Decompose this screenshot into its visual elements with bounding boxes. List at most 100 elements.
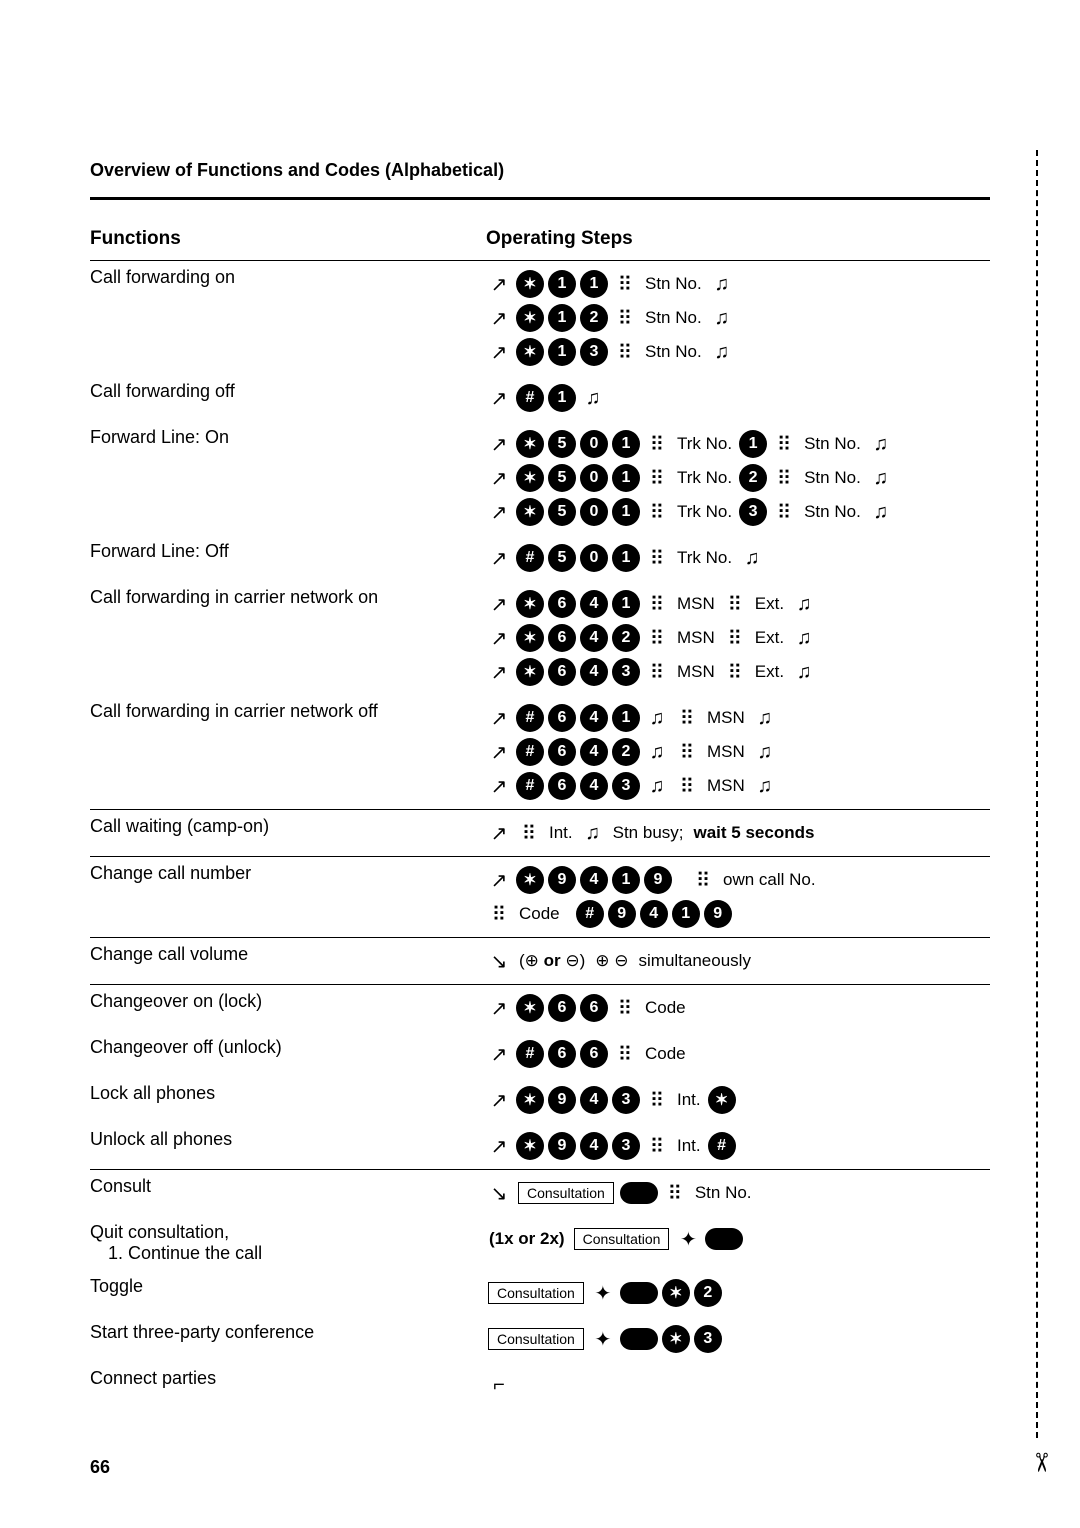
keypad-icon: ⠿ [644, 659, 670, 685]
lbl-stn-no: Stn No. [804, 502, 861, 522]
key-6: 6 [548, 590, 576, 618]
lbl-ext: Ext. [755, 628, 784, 648]
functions-table: Functions Operating Steps Call forwardin… [90, 218, 990, 1408]
keypad-icon: ⠿ [644, 1087, 670, 1113]
key-3: 3 [612, 772, 640, 800]
lbl-one-or-two: (1x or 2x) [489, 1229, 565, 1249]
keypad-icon: ⠿ [612, 271, 638, 297]
keypad-icon: ⠿ [674, 773, 700, 799]
keypad-icon: ⠿ [612, 339, 638, 365]
key-4: 4 [580, 866, 608, 894]
key-1: 1 [739, 430, 767, 458]
keypad-icon: ⠿ [612, 1041, 638, 1067]
tone-icon: ♫ [739, 545, 765, 571]
key-hash: # [516, 384, 544, 412]
key-6: 6 [580, 994, 608, 1022]
page-number: 66 [90, 1457, 110, 1478]
key-5: 5 [548, 544, 576, 572]
ops-cfw-carrier-on-3: ↗ ✶ 6 4 3 ⠿ MSN ⠿ Ext. ♫ [486, 655, 990, 689]
key-1: 1 [612, 866, 640, 894]
keypad-icon: ⠿ [644, 499, 670, 525]
key-9: 9 [608, 900, 636, 928]
key-3: 3 [580, 338, 608, 366]
tone-icon: ♫ [644, 705, 670, 731]
row-unlock-all: Unlock all phones [90, 1123, 486, 1170]
keypad-icon: ⠿ [486, 901, 512, 927]
key-9: 9 [548, 866, 576, 894]
oval-key-icon [705, 1228, 743, 1250]
key-star: ✶ [516, 1086, 544, 1114]
row-cfw-carrier-on: Call forwarding in carrier network on [90, 581, 486, 695]
tone-icon: ♫ [791, 659, 817, 685]
keypad-icon: ⠿ [722, 591, 748, 617]
oval-key-icon [620, 1328, 658, 1350]
tone-icon: ♫ [791, 625, 817, 651]
key-star: ✶ [516, 658, 544, 686]
key-6: 6 [548, 624, 576, 652]
key-4: 4 [580, 590, 608, 618]
key-0: 0 [580, 544, 608, 572]
offhook-icon: ↗ [486, 385, 512, 411]
tone-icon: ♫ [709, 271, 735, 297]
key-3: 3 [612, 1086, 640, 1114]
ops-connect-parties: ⌐ [486, 1368, 990, 1402]
lbl-ext: Ext. [755, 662, 784, 682]
key-6: 6 [548, 658, 576, 686]
key-1: 1 [612, 430, 640, 458]
row-toggle: Toggle [90, 1270, 486, 1316]
consultation-button: Consultation [518, 1182, 614, 1204]
tone-icon: ♫ [580, 385, 606, 411]
ops-fwd-line-off: ↗ # 5 0 1 ⠿ Trk No. ♫ [486, 541, 990, 575]
ops-fwd-line-on-1: ↗ ✶ 5 0 1 ⠿ Trk No. 1 ⠿ Stn No. ♫ [486, 427, 990, 461]
key-4: 4 [580, 738, 608, 766]
row-changeover-off: Changeover off (unlock) [90, 1031, 486, 1077]
key-hash: # [516, 1040, 544, 1068]
key-hash: # [708, 1132, 736, 1160]
oval-key-icon [620, 1282, 658, 1304]
key-4: 4 [580, 624, 608, 652]
key-9: 9 [548, 1132, 576, 1160]
ops-call-fwd-on-3: ↗ ✶ 1 3 ⠿ Stn No. ♫ [486, 335, 990, 369]
tone-icon: ♫ [580, 820, 606, 846]
ops-change-call-number-1: ↗ ✶ 9 4 1 9 ⠿ own call No. [486, 863, 990, 897]
ops-change-call-volume: ↘ (⊕ or ⊖) ⊕ ⊖ simultaneously [486, 944, 990, 978]
key-hash: # [516, 544, 544, 572]
keypad-icon: ⠿ [644, 591, 670, 617]
tone-icon: ♫ [709, 339, 735, 365]
row-fwd-line-on: Forward Line: On [90, 421, 486, 535]
lbl-code: Code [519, 904, 560, 924]
tone-icon: ♫ [868, 431, 894, 457]
cut-line [1036, 150, 1038, 1438]
key-1: 1 [672, 900, 700, 928]
keypad-icon: ⠿ [644, 431, 670, 457]
offhook-icon: ↗ [486, 591, 512, 617]
key-3: 3 [694, 1325, 722, 1353]
offhook-icon: ↗ [486, 1041, 512, 1067]
handset-icon: ↘ [486, 948, 512, 974]
offhook-icon: ↗ [486, 339, 512, 365]
lbl-code: Code [645, 998, 686, 1018]
onhook-icon: ⌐ [486, 1372, 512, 1398]
key-6: 6 [548, 738, 576, 766]
key-star: ✶ [516, 498, 544, 526]
key-2: 2 [612, 738, 640, 766]
lbl-msn: MSN [707, 742, 745, 762]
lbl-stn-no: Stn No. [695, 1183, 752, 1203]
lbl-stn-no: Stn No. [804, 434, 861, 454]
row-change-call-number: Change call number [90, 857, 486, 938]
key-0: 0 [580, 498, 608, 526]
row-cfw-carrier-off: Call forwarding in carrier network off [90, 695, 486, 810]
key-1: 1 [548, 270, 576, 298]
ops-call-waiting: ↗ ⠿ Int. ♫ Stn busy; wait 5 seconds [486, 816, 990, 850]
tone-icon: ♫ [709, 305, 735, 331]
offhook-icon: ↗ [486, 465, 512, 491]
lbl-stn-no: Stn No. [804, 468, 861, 488]
lbl-trk-no: Trk No. [677, 502, 732, 522]
tone-icon: ♫ [868, 465, 894, 491]
keypad-icon: ⠿ [644, 545, 670, 571]
offhook-icon: ↗ [486, 431, 512, 457]
offhook-icon: ↗ [486, 1087, 512, 1113]
key-6: 6 [548, 704, 576, 732]
key-2: 2 [580, 304, 608, 332]
ops-cfw-carrier-off-3: ↗ # 6 4 3 ♫ ⠿ MSN ♫ [486, 769, 990, 803]
